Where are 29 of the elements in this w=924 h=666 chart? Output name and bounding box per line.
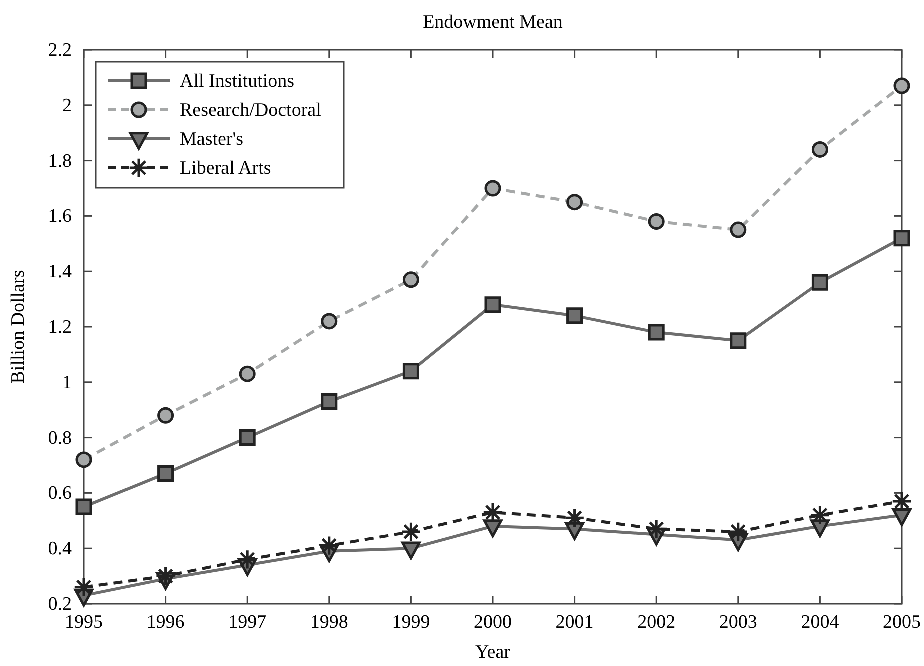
y-tick-label: 2 (62, 95, 72, 116)
x-axis-title: Year (475, 642, 512, 663)
x-tick-label: 1995 (65, 612, 103, 633)
x-tick-label: 1999 (392, 612, 430, 633)
x-tick-label: 2003 (719, 612, 758, 633)
chart-title: Endowment Mean (423, 12, 564, 33)
y-axis-title: Billion Dollars (8, 270, 29, 384)
x-tick-label: 2005 (883, 612, 921, 633)
legend-label: Master's (180, 129, 244, 150)
x-tick-label: 2004 (801, 612, 840, 633)
x-tick-label: 1997 (228, 612, 267, 633)
y-tick-label: 1.4 (48, 262, 72, 283)
x-tick-label: 1998 (310, 612, 348, 633)
legend-label: All Institutions (180, 71, 295, 92)
y-tick-label: 0.6 (48, 483, 72, 504)
y-tick-label: 0.8 (48, 428, 72, 449)
x-tick-label: 1996 (146, 612, 185, 633)
x-tick-label: 2001 (556, 612, 594, 633)
x-tick-label: 2002 (638, 612, 676, 633)
y-tick-label: 1.8 (48, 150, 72, 172)
legend-label: Liberal Arts (180, 158, 272, 179)
y-tick-label: 1 (62, 372, 72, 394)
legend-label: Research/Doctoral (180, 100, 322, 121)
x-tick-label: 2000 (474, 612, 512, 633)
y-tick-label: 2.2 (48, 40, 72, 61)
y-tick-label: 0.2 (48, 594, 72, 615)
y-tick-label: 1.6 (48, 206, 72, 228)
y-tick-label: 1.2 (48, 317, 72, 338)
y-tick-label: 0.4 (48, 538, 72, 560)
